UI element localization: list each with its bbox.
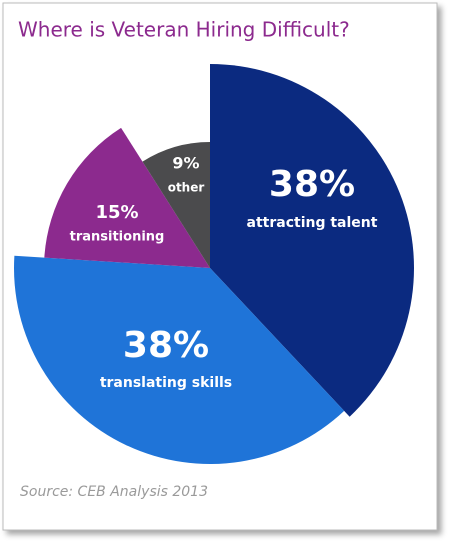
- category-label: other: [168, 181, 205, 195]
- pie: 38% attracting talent 38% translating skill…: [14, 64, 414, 464]
- value-label: 9%: [172, 154, 199, 173]
- value-label: 38%: [123, 325, 209, 366]
- pie-slice: [44, 127, 211, 268]
- pie-slice: [210, 64, 414, 417]
- category-label: attracting talent: [247, 215, 378, 231]
- source-note: Source: CEB Analysis 2013: [20, 484, 208, 500]
- pie-slice: [14, 255, 345, 464]
- value-label: 15%: [95, 202, 138, 223]
- chart-title: Where is Veteran Hiring Difficult?: [18, 18, 350, 42]
- pie-slice: [142, 142, 210, 268]
- category-label: translating skills: [100, 375, 232, 391]
- value-label: 38%: [269, 164, 355, 205]
- category-label: transitioning: [70, 230, 165, 245]
